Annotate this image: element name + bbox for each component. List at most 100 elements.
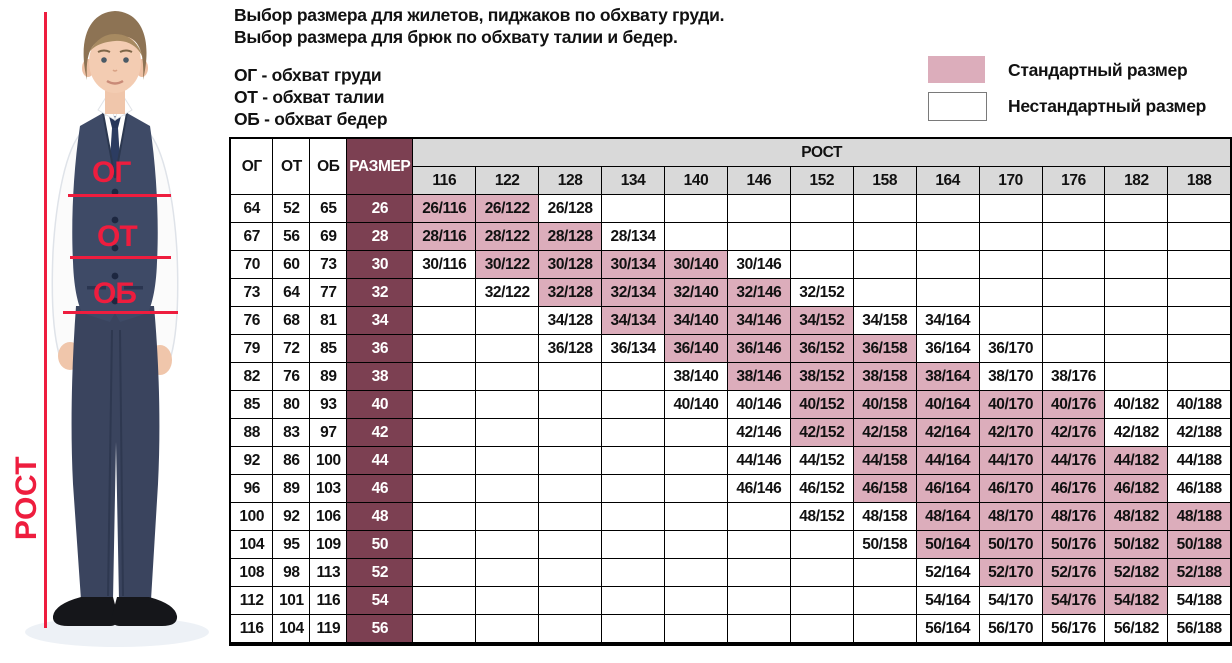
- cell-empty-52-146: [726, 558, 791, 587]
- cell-empty-34-116: [412, 306, 477, 335]
- height-header-134: 134: [601, 166, 665, 195]
- size-value-30: 30: [346, 250, 414, 279]
- cell-38-170: 38/170: [978, 362, 1043, 391]
- height-header-164: 164: [915, 166, 980, 195]
- cell-48-176: 48/176: [1041, 502, 1106, 531]
- cell-empty-36-116: [412, 334, 477, 363]
- size-value-52: 52: [346, 558, 414, 587]
- cell-48-158: 48/158: [852, 502, 917, 531]
- og-value-46: 96: [229, 474, 274, 503]
- cell-36-140: 36/140: [664, 334, 728, 363]
- standard-size-label: Стандартный размер: [1008, 60, 1188, 80]
- cell-42-188: 42/188: [1167, 418, 1232, 447]
- height-header-170: 170: [978, 166, 1043, 195]
- cell-empty-48-128: [538, 502, 603, 531]
- cell-42-146: 42/146: [726, 418, 791, 447]
- cell-46-176: 46/176: [1041, 474, 1106, 503]
- cell-56-170: 56/170: [978, 614, 1043, 645]
- boy-illustration: [25, 11, 209, 647]
- cell-40-140: 40/140: [664, 390, 728, 419]
- cell-empty-28-170: [978, 222, 1043, 251]
- cell-empty-34-122: [475, 306, 540, 335]
- cell-28-122: 28/122: [475, 222, 540, 251]
- cell-empty-48-146: [726, 502, 791, 531]
- cell-50-182: 50/182: [1104, 530, 1169, 559]
- size-value-38: 38: [346, 362, 414, 391]
- cell-empty-34-182: [1104, 306, 1169, 335]
- cell-32-134: 32/134: [601, 278, 665, 307]
- cell-34-134: 34/134: [601, 306, 665, 335]
- cell-52-164: 52/164: [915, 558, 980, 587]
- cell-40-182: 40/182: [1104, 390, 1169, 419]
- cell-48-170: 48/170: [978, 502, 1043, 531]
- standard-size-swatch: [928, 56, 985, 83]
- cell-empty-38-182: [1104, 362, 1169, 391]
- cell-26-122: 26/122: [475, 194, 540, 223]
- cell-38-176: 38/176: [1041, 362, 1106, 391]
- cell-empty-34-188: [1167, 306, 1232, 335]
- cell-empty-26-182: [1104, 194, 1169, 223]
- cell-40-146: 40/146: [726, 390, 791, 419]
- og-value-44: 92: [229, 446, 274, 475]
- cell-56-164: 56/164: [915, 614, 980, 645]
- cell-empty-28-158: [852, 222, 917, 251]
- cell-empty-36-176: [1041, 334, 1106, 363]
- ot-value-48: 92: [272, 502, 311, 531]
- cell-empty-54-140: [664, 586, 728, 615]
- cell-30-140: 30/140: [664, 250, 728, 279]
- cell-empty-26-158: [852, 194, 917, 223]
- og-value-28: 67: [229, 222, 274, 251]
- waist-measure-line: [70, 256, 171, 259]
- size-value-26: 26: [346, 194, 414, 223]
- cell-42-170: 42/170: [978, 418, 1043, 447]
- height-header-158: 158: [852, 166, 917, 195]
- cell-30-128: 30/128: [538, 250, 603, 279]
- cell-empty-28-188: [1167, 222, 1232, 251]
- cell-empty-26-146: [726, 194, 791, 223]
- cell-empty-52-152: [789, 558, 854, 587]
- cell-empty-36-122: [475, 334, 540, 363]
- cell-empty-32-176: [1041, 278, 1106, 307]
- cell-56-182: 56/182: [1104, 614, 1169, 645]
- cell-46-152: 46/152: [789, 474, 854, 503]
- ob-value-48: 106: [309, 502, 348, 531]
- cell-empty-56-146: [726, 614, 791, 645]
- cell-empty-54-152: [789, 586, 854, 615]
- cell-empty-46-128: [538, 474, 603, 503]
- cell-empty-50-146: [726, 530, 791, 559]
- cell-empty-56-152: [789, 614, 854, 645]
- cell-50-158: 50/158: [852, 530, 917, 559]
- cell-26-128: 26/128: [538, 194, 603, 223]
- height-label: РОСТ: [10, 455, 43, 541]
- size-row-42: 88 83 97 42 42/146 42/152 42/158 42/164 42/170 42…: [229, 418, 1232, 447]
- cell-30-134: 30/134: [601, 250, 665, 279]
- cell-empty-48-116: [412, 502, 477, 531]
- cell-empty-32-158: [852, 278, 917, 307]
- cell-empty-56-158: [852, 614, 917, 645]
- cell-empty-56-134: [601, 614, 665, 645]
- og-value-48: 100: [229, 502, 274, 531]
- height-header-188: 188: [1167, 166, 1232, 195]
- cell-56-188: 56/188: [1167, 614, 1232, 645]
- cell-48-152: 48/152: [789, 502, 854, 531]
- cell-42-158: 42/158: [852, 418, 917, 447]
- cell-empty-50-128: [538, 530, 603, 559]
- ob-value-26: 65: [309, 194, 348, 223]
- size-value-48: 48: [346, 502, 414, 531]
- cell-empty-26-152: [789, 194, 854, 223]
- cell-empty-42-116: [412, 418, 477, 447]
- cell-empty-46-116: [412, 474, 477, 503]
- ob-value-32: 77: [309, 278, 348, 307]
- ot-value-32: 64: [272, 278, 311, 307]
- cell-50-170: 50/170: [978, 530, 1043, 559]
- cell-34-140: 34/140: [664, 306, 728, 335]
- abbr-hips: ОБ - обхват бедер: [234, 109, 388, 129]
- cell-42-164: 42/164: [915, 418, 980, 447]
- size-row-56: 116 104 119 56 56/164 56/170 56/176 56/182 56/18…: [229, 614, 1232, 645]
- cell-28-134: 28/134: [601, 222, 665, 251]
- size-row-50: 104 95 109 50 50/158 50/164 50/170 50/176 50/182…: [229, 530, 1232, 559]
- ob-value-38: 89: [309, 362, 348, 391]
- cell-52-188: 52/188: [1167, 558, 1232, 587]
- cell-empty-30-188: [1167, 250, 1232, 279]
- cell-empty-28-146: [726, 222, 791, 251]
